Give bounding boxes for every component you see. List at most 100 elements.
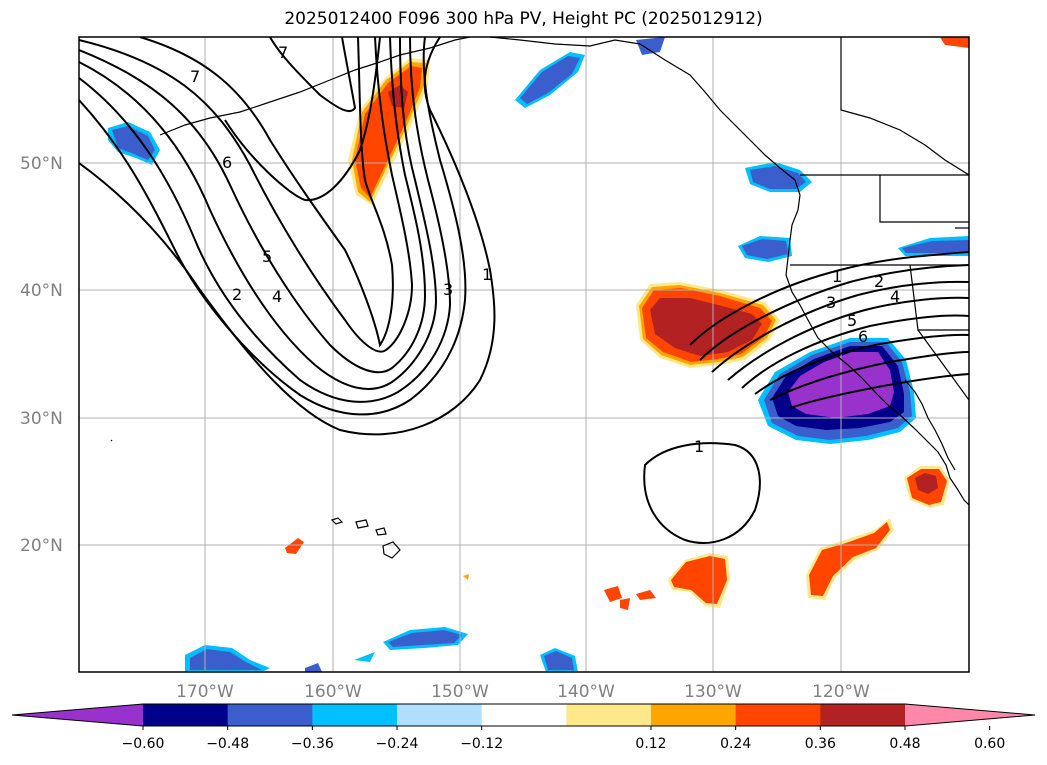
- pv-neg-region: [636, 37, 665, 55]
- colorbar-segment: [481, 704, 567, 726]
- height-contours: [79, 37, 969, 544]
- lat-label: 20°N: [20, 536, 63, 556]
- contour-line: [139, 37, 394, 348]
- colorbar-tick-label: 0.36: [805, 736, 836, 752]
- lat-label: 50°N: [20, 154, 63, 174]
- contour-label: 1: [694, 437, 704, 456]
- contour-line: [224, 37, 381, 202]
- colorbar-tick-label: −0.48: [206, 736, 249, 752]
- lon-axis-labels: 170°W 160°W 150°W 140°W 130°W 120°W: [176, 682, 870, 702]
- pv-neg-region: [112, 126, 155, 160]
- hawaii: [375, 527, 387, 536]
- colorbar-tick-label: −0.60: [122, 736, 165, 752]
- lon-label: 170°W: [176, 682, 234, 702]
- colorbar-segment: [820, 704, 906, 726]
- contour-line: [643, 442, 761, 544]
- colorbar-segment: [566, 704, 652, 726]
- colorbar-segment: [397, 704, 483, 726]
- contour-line: [741, 314, 969, 389]
- contour-label: 6: [222, 153, 232, 172]
- lat-label: 40°N: [20, 281, 63, 301]
- colorbar-tick-label: 0.24: [720, 736, 751, 752]
- colorbar-segment: [227, 704, 313, 726]
- colorbar-tick-label: −0.12: [460, 736, 503, 752]
- contour-line: [699, 264, 969, 361]
- colorbar-segment: [735, 704, 821, 726]
- map-frame: [78, 36, 970, 673]
- colorbar-tick-label: 0.12: [635, 736, 666, 752]
- state-border: [879, 175, 969, 223]
- contour-line: [769, 351, 969, 401]
- lon-label: 120°W: [812, 682, 870, 702]
- pv-pos-region: [604, 586, 622, 602]
- hawaii: [382, 541, 401, 559]
- lon-label: 130°W: [684, 682, 742, 702]
- colorbar-segment: [651, 704, 737, 726]
- contour-line: [79, 37, 496, 436]
- pv-pos-region: [809, 522, 890, 596]
- contour-line: [79, 37, 438, 390]
- contour-line: [727, 296, 969, 381]
- pv-pos-region: [915, 473, 938, 494]
- contour-label: 5: [847, 311, 857, 330]
- contour-label: 3: [443, 280, 453, 299]
- pv-positive-anomalies: [285, 37, 969, 610]
- contour-line: [79, 37, 414, 353]
- contour-labels: 7 7 6 5 4 2 3 1 1 2 3 4 5 6 1: [190, 43, 900, 456]
- pv-pos-region: [940, 37, 969, 48]
- contour-label: 4: [272, 287, 282, 306]
- hawaii: [330, 517, 344, 525]
- hawaii: [355, 519, 369, 529]
- contour-label: 6: [858, 327, 868, 346]
- contour-line: [79, 37, 427, 374]
- colorbar-tick-label: −0.36: [291, 736, 334, 752]
- alaska-coast: [489, 37, 796, 181]
- contour-label: 2: [874, 272, 884, 291]
- lat-label: 30°N: [20, 409, 63, 429]
- contour-label: 7: [190, 67, 200, 86]
- alaska-coast: [159, 37, 471, 136]
- colorbar-segment: [143, 704, 229, 726]
- contour-line: [789, 373, 969, 409]
- lat-axis-labels: 50°N 40°N 30°N 20°N: [20, 154, 63, 556]
- pv-neg-region: [388, 630, 462, 647]
- pv-neg-region: [354, 652, 375, 662]
- contour-line: [79, 37, 467, 416]
- pv-pos-region: [285, 538, 304, 554]
- colorbar: −0.60 −0.48 −0.36 −0.24 −0.12 0.12 0.24 0.36 0.4…: [11, 703, 1036, 752]
- contour-line: [711, 280, 969, 373]
- contour-label: 3: [826, 293, 836, 312]
- state-border: [840, 37, 969, 176]
- pv-neg-region: [520, 56, 580, 104]
- contour-line: [269, 37, 357, 113]
- pv-neg-region: [190, 649, 262, 670]
- lon-label: 150°W: [431, 682, 489, 702]
- colorbar-extend-high: [905, 704, 1035, 726]
- pv-neg-region: [742, 239, 788, 259]
- bc-coast: [785, 179, 969, 506]
- pv-neg-region: [305, 663, 322, 672]
- contour-label: 2: [232, 285, 242, 304]
- colorbar-segment: [312, 704, 398, 726]
- pv-neg-region: [902, 240, 969, 253]
- colorbar-tick-label: 0.60: [974, 736, 1005, 752]
- contour-line: [79, 37, 452, 403]
- coastlines: [110, 37, 969, 559]
- pv-neg-region: [750, 166, 806, 189]
- state-border: [917, 329, 969, 401]
- pv-pos-region: [636, 590, 656, 600]
- contour-label: 1: [482, 265, 492, 284]
- island: [110, 439, 113, 442]
- colorbar-tick-label: −0.24: [376, 736, 419, 752]
- map-title: 2025012400 F096 300 hPa PV, Height PC (2…: [284, 9, 763, 29]
- colorbar-tick-label: 0.48: [889, 736, 920, 752]
- contour-label: 7: [278, 43, 288, 62]
- contour-label: 1: [832, 267, 842, 286]
- contour-label: 5: [262, 247, 272, 266]
- pv-neg-region: [544, 651, 574, 670]
- contour-line: [754, 333, 969, 395]
- contour-label: 4: [890, 287, 900, 306]
- lon-label: 140°W: [557, 682, 615, 702]
- colorbar-extend-low: [12, 704, 143, 726]
